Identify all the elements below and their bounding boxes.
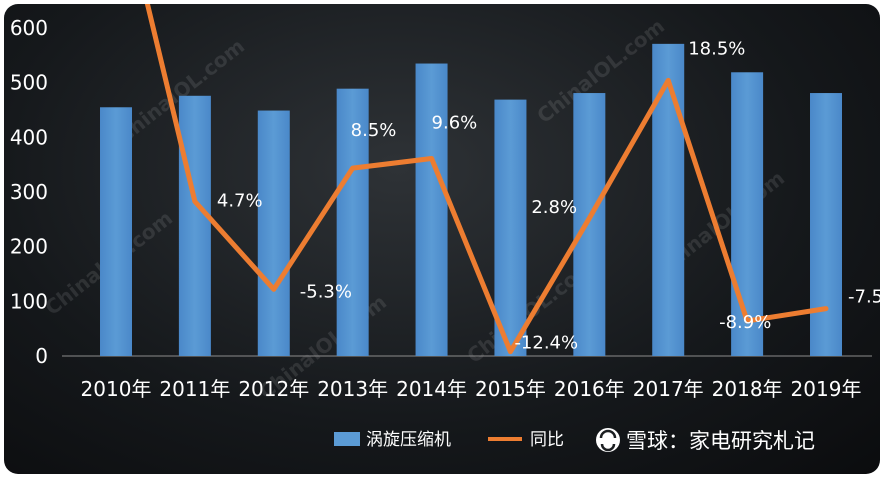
x-tick-label: 2017年 xyxy=(633,377,704,401)
x-tick-label: 2016年 xyxy=(554,377,625,401)
yoy-label-2016年: 2.8% xyxy=(531,197,577,218)
y-tick-label: 0 xyxy=(35,344,48,368)
yoy-line xyxy=(144,4,829,355)
bar-2013年 xyxy=(336,88,369,357)
y-tick-label: 600 xyxy=(10,16,48,40)
bar-2018年 xyxy=(731,72,764,356)
y-tick-label: 400 xyxy=(10,125,48,149)
x-tick-label: 2012年 xyxy=(238,377,309,401)
bar-2019年 xyxy=(810,93,842,356)
brand: 雪球：家电研究札记 xyxy=(596,428,815,453)
x-tick-label: 2013年 xyxy=(317,377,388,401)
bar-2014年 xyxy=(415,63,448,357)
yoy-label-2018年: -8.9% xyxy=(719,312,771,333)
bars-layer xyxy=(100,43,842,357)
bar-2015年 xyxy=(494,99,527,356)
yoy-label-2014年: 9.6% xyxy=(432,112,478,133)
x-tick-label: 2011年 xyxy=(159,377,230,401)
brand-text: 雪球：家电研究札记 xyxy=(626,429,815,453)
snowball-logo-icon xyxy=(596,428,620,452)
labels-layer: 42.1%4.7%-5.3%8.5%9.6%-12.4%2.8%18.5%-8.… xyxy=(217,38,880,354)
y-tick-label: 300 xyxy=(10,180,48,204)
yoy-label-2011年: 4.7% xyxy=(217,191,263,212)
yoy-label-2017年: 18.5% xyxy=(688,38,745,59)
x-tick-label: 2015年 xyxy=(475,377,546,401)
bar-2012年 xyxy=(257,110,290,357)
yoy-label-2015年: -12.4% xyxy=(514,333,578,354)
yoy-label-2012年: -5.3% xyxy=(300,281,352,302)
yoy-label-2019年: -7.5% xyxy=(848,287,880,308)
x-tick-label: 2018年 xyxy=(712,377,783,401)
x-tick-label: 2019年 xyxy=(791,377,862,401)
legend-bar-label: 涡旋压缩机 xyxy=(366,430,451,450)
bar-2011年 xyxy=(178,95,211,356)
chart-frame: ChinaIOL.com ChinaIOL.com ChinaIOL.com Chin… xyxy=(4,4,880,474)
y-tick-label: 100 xyxy=(10,289,48,313)
x-tick-label: 2014年 xyxy=(396,377,467,401)
x-tick-label: 2010年 xyxy=(81,377,152,401)
y-tick-label: 200 xyxy=(10,235,48,259)
axis-layer: 0 100 200 300 400 500 600 2010年 2011年 2012年 2013年 2… xyxy=(10,16,872,401)
bar-2016年 xyxy=(573,93,606,356)
yoy-label-2013年: 8.5% xyxy=(351,120,397,141)
legend-line-label: 同比 xyxy=(530,430,564,450)
legend: 涡旋压缩机 同比 xyxy=(334,430,564,450)
legend-bar-swatch xyxy=(334,432,360,446)
bar-2010年 xyxy=(100,107,132,357)
line-layer xyxy=(144,4,829,355)
y-tick-label: 500 xyxy=(10,71,48,95)
bar-2017年 xyxy=(652,43,685,356)
chart-svg: ChinaIOL.com ChinaIOL.comChinaIOL.comChin… xyxy=(10,4,880,453)
